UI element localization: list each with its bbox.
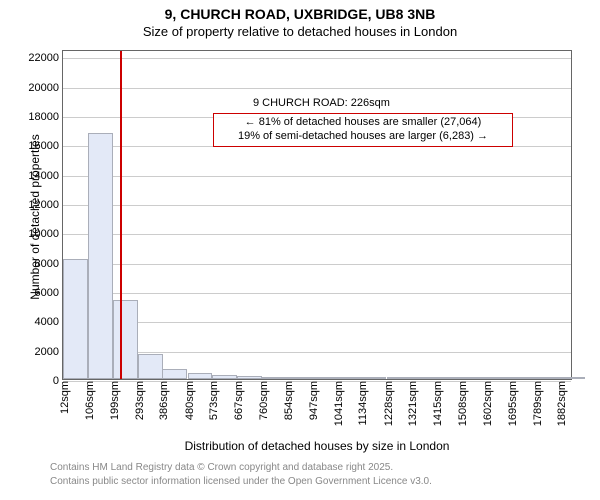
xtick-label: 386sqm: [158, 381, 170, 420]
histogram-bar: [262, 377, 287, 379]
gridline: [63, 293, 571, 294]
gridline: [63, 88, 571, 89]
gridline: [63, 58, 571, 59]
xtick-label: 1228sqm: [383, 381, 395, 426]
ytick-label: 10000: [28, 228, 59, 240]
histogram-bar: [237, 376, 262, 379]
xtick-label: 947sqm: [308, 381, 320, 420]
xtick-label: 1602sqm: [482, 381, 494, 426]
ytick-label: 12000: [28, 199, 59, 211]
y-axis-label: Number of detached properties: [28, 52, 42, 382]
histogram-bar: [387, 377, 412, 379]
annotation-line-1: ← 81% of detached houses are smaller (27…: [220, 116, 506, 130]
annotation-line-2: 19% of semi-detached houses are larger (…: [220, 130, 506, 144]
xtick-label: 1321sqm: [407, 381, 419, 426]
gridline: [63, 264, 571, 265]
ytick-label: 2000: [35, 346, 59, 358]
xtick-label: 1041sqm: [333, 381, 345, 426]
xtick-label: 760sqm: [258, 381, 270, 420]
xtick-label: 1695sqm: [507, 381, 519, 426]
xtick-label: 480sqm: [184, 381, 196, 420]
xtick-label: 12sqm: [59, 381, 71, 414]
chart-subtitle: Size of property relative to detached ho…: [0, 24, 600, 39]
ytick-label: 18000: [28, 111, 59, 123]
xtick-label: 106sqm: [84, 381, 96, 420]
histogram-bar: [188, 373, 213, 379]
histogram-bar: [312, 377, 337, 379]
xtick-label: 1789sqm: [532, 381, 544, 426]
histogram-bar: [411, 377, 436, 379]
ytick-label: 6000: [35, 287, 59, 299]
ytick-label: 22000: [28, 52, 59, 64]
x-axis-label: Distribution of detached houses by size …: [63, 439, 571, 453]
annotation-box: ← 81% of detached houses are smaller (27…: [213, 113, 513, 147]
histogram-bar: [337, 377, 362, 379]
xtick-label: 854sqm: [283, 381, 295, 420]
histogram-bar: [361, 377, 386, 379]
gridline: [63, 234, 571, 235]
ytick-label: 20000: [28, 82, 59, 94]
xtick-label: 199sqm: [109, 381, 121, 420]
histogram-bar: [536, 377, 561, 379]
histogram-bar: [88, 133, 113, 379]
xtick-label: 573sqm: [208, 381, 220, 420]
ytick-label: 16000: [28, 140, 59, 152]
annotation-main-label: 9 CHURCH ROAD: 226sqm: [253, 97, 390, 109]
reference-line: [120, 51, 122, 379]
gridline: [63, 205, 571, 206]
gridline: [63, 352, 571, 353]
chart-title: 9, CHURCH ROAD, UXBRIDGE, UB8 3NB: [0, 6, 600, 22]
histogram-bar: [287, 377, 312, 379]
histogram-bar: [63, 259, 88, 379]
chart-container: 9, CHURCH ROAD, UXBRIDGE, UB8 3NB Size o…: [0, 0, 600, 500]
xtick-label: 1882sqm: [556, 381, 568, 426]
xtick-label: 667sqm: [233, 381, 245, 420]
histogram-bar: [162, 369, 187, 379]
xtick-label: 1508sqm: [457, 381, 469, 426]
histogram-bar: [436, 377, 461, 379]
histogram-bar: [560, 377, 585, 379]
ytick-label: 8000: [35, 258, 59, 270]
xtick-label: 293sqm: [134, 381, 146, 420]
histogram-bar: [138, 354, 163, 379]
xtick-label: 1415sqm: [432, 381, 444, 426]
plot-area: 0200040006000800010000120001400016000180…: [62, 50, 572, 380]
xtick-label: 1134sqm: [357, 381, 369, 425]
ytick-label: 4000: [35, 316, 59, 328]
gridline: [63, 176, 571, 177]
histogram-bar: [461, 377, 486, 379]
footer-line-1: Contains HM Land Registry data © Crown c…: [0, 462, 600, 473]
gridline: [63, 322, 571, 323]
footer-line-2: Contains public sector information licen…: [0, 476, 600, 487]
histogram-bar: [113, 300, 138, 379]
histogram-bar: [212, 375, 237, 379]
ytick-label: 14000: [28, 170, 59, 182]
histogram-bar: [486, 377, 511, 379]
histogram-bar: [511, 377, 536, 379]
